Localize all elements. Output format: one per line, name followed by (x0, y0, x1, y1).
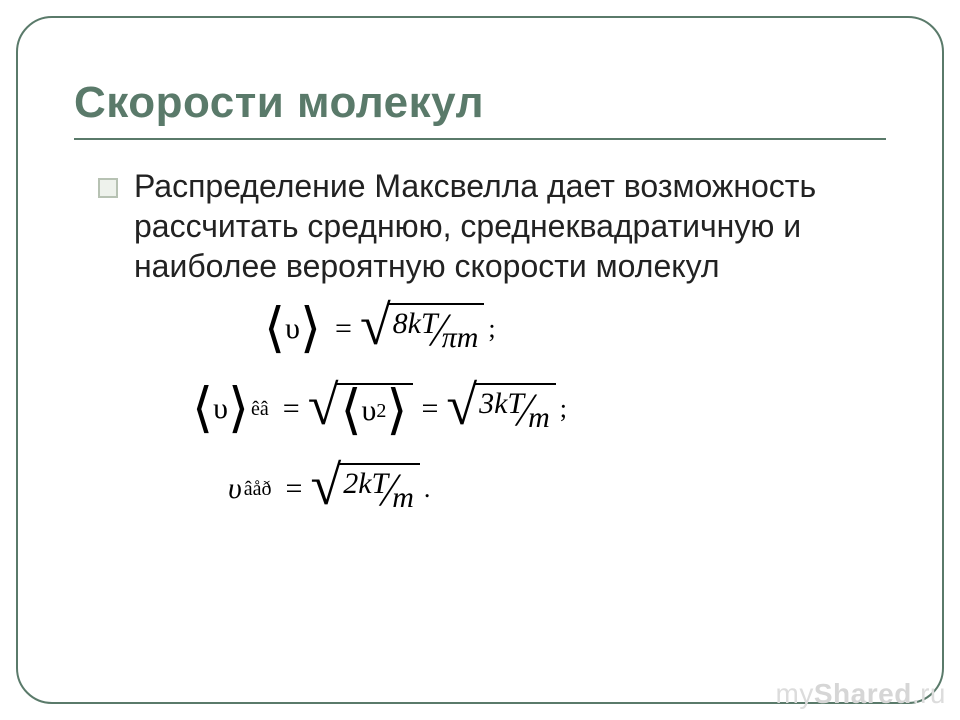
num-2: 3kT (479, 387, 524, 421)
sqrt-3: √ 2kT ⁄ m (310, 463, 419, 515)
den-1: πm (442, 321, 479, 355)
term-3: . (424, 474, 431, 504)
upsilon: υ (285, 312, 300, 346)
upsilon: υ (228, 472, 242, 506)
rms-sub: êâ (251, 398, 269, 421)
mean-lhs: ⟨ υ ⟩ (264, 307, 321, 350)
upsilon: υ (213, 392, 228, 426)
watermark-shared: Shared (814, 678, 912, 709)
sqrt-1: √ 8kT ⁄ πm (360, 303, 484, 355)
watermark-my: my (776, 678, 814, 709)
term-1: ; (488, 314, 495, 344)
slide-title: Скорости молекул (74, 78, 886, 128)
equals: = (421, 392, 438, 426)
prob-sub: âåð (244, 478, 272, 501)
inner-sup: 2 (376, 400, 386, 423)
slide-frame: Скорости молекул Распределение Максвелла… (16, 16, 944, 704)
title-underline (74, 138, 886, 140)
sqrt-inner: √ ⟨ υ 2 ⟩ (308, 383, 414, 435)
equals: = (283, 392, 300, 426)
equals: = (286, 472, 303, 506)
bullet-marker (98, 178, 118, 198)
den-2: m (528, 401, 550, 435)
equals: = (335, 312, 352, 346)
formula-row-mean: ⟨ υ ⟩ = √ 8kT ⁄ πm ; (264, 296, 886, 362)
prob-lhs: υ âåð (228, 472, 272, 506)
watermark: myShared.ru (776, 678, 946, 710)
sqrt-2: √ 3kT ⁄ m (446, 383, 555, 435)
rms-lhs: ⟨ υ ⟩ êâ (192, 387, 269, 430)
formula-row-rms: ⟨ υ ⟩ êâ = √ ⟨ υ 2 ⟩ = √ (192, 376, 886, 442)
bullet-row: Распределение Максвелла дает возможность… (98, 166, 886, 286)
formula-row-probable: υ âåð = √ 2kT ⁄ m . (228, 456, 886, 522)
num-3: 2kT (343, 467, 388, 501)
slide-content: Скорости молекул Распределение Максвелла… (18, 18, 942, 576)
upsilon: υ (362, 394, 377, 428)
body-text: Распределение Максвелла дает возможность… (134, 166, 854, 286)
watermark-suffix: .ru (912, 678, 946, 709)
formula-block: ⟨ υ ⟩ = √ 8kT ⁄ πm ; (264, 296, 886, 522)
term-2: ; (560, 394, 567, 424)
num-1: 8kT (393, 307, 438, 341)
den-3: m (392, 481, 414, 515)
